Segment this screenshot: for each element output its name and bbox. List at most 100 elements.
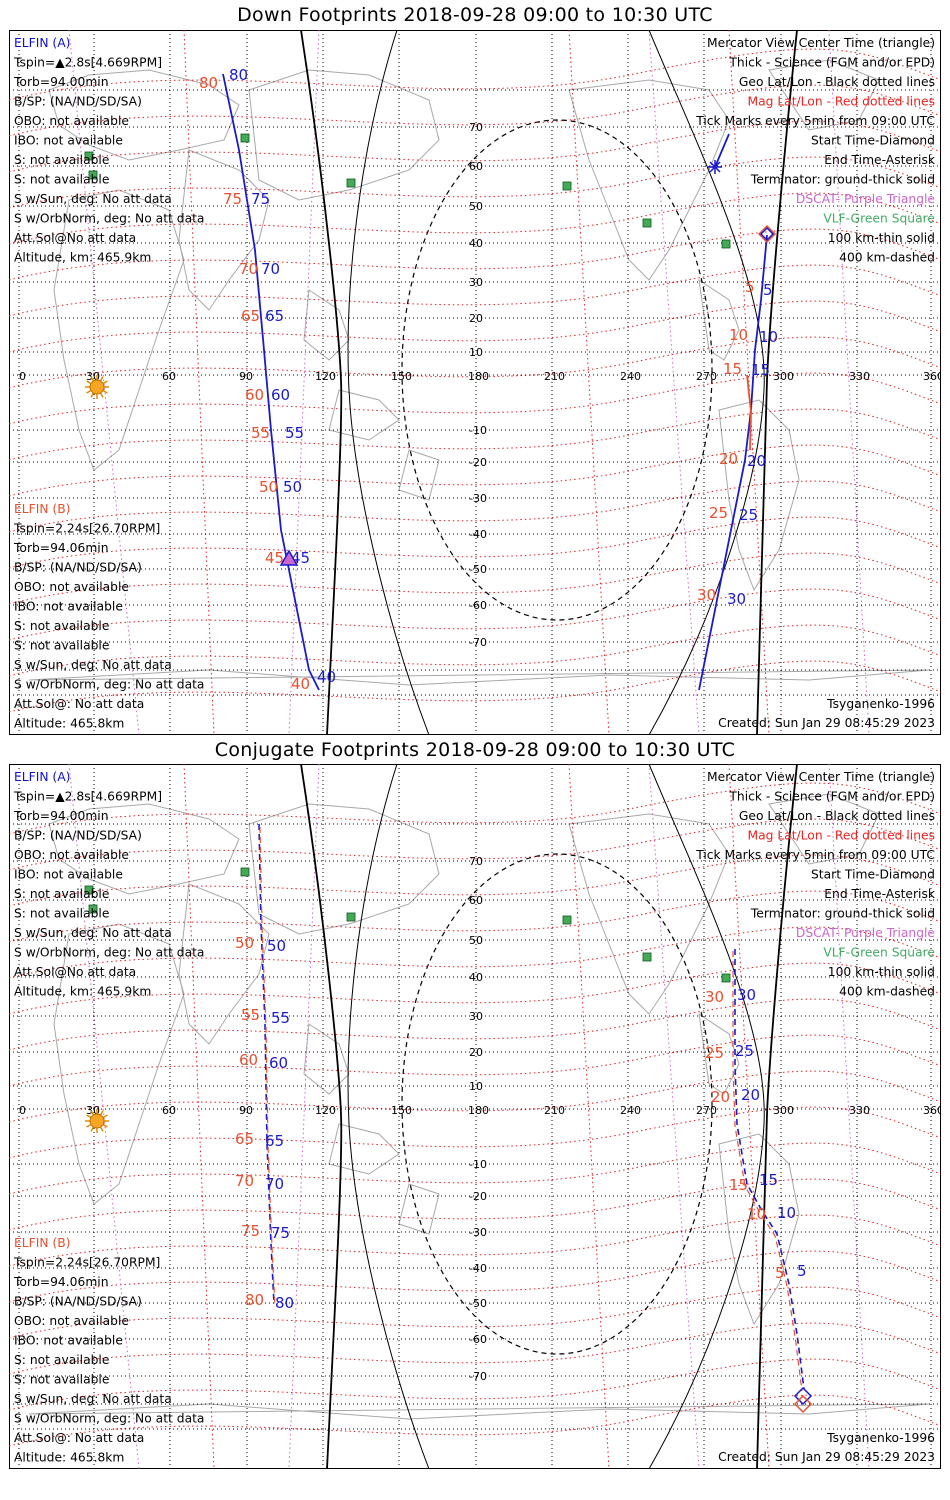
elfin-b-line: S: not available	[14, 619, 109, 633]
lon-label-270: 270	[696, 1104, 717, 1117]
track-tick-label-blue: 80	[229, 66, 248, 84]
vlf-green-square	[721, 239, 731, 249]
mag-lon-line-0	[68, 764, 140, 1469]
track-tick-label-blue: 25	[735, 1042, 754, 1060]
mag-lat-line-5	[9, 228, 941, 281]
sun-ray	[102, 1123, 108, 1128]
track-tick-label-blue: 10	[759, 328, 778, 346]
lat-label-70: 70	[469, 855, 483, 868]
mag-lat-line-9	[9, 372, 941, 425]
lat-label--20: -20	[469, 456, 487, 469]
track-tick-label-red: 55	[241, 1006, 260, 1024]
coastline-7	[568, 813, 730, 1015]
vlf-green-square	[88, 170, 98, 180]
vlf-green-square	[240, 867, 250, 877]
lat-label--20: -20	[469, 1190, 487, 1203]
created-timestamp: Created: Sun Jan 29 08:45:29 2023	[718, 1450, 935, 1464]
lat-label-20: 20	[469, 312, 483, 325]
altitude-400km-dashed	[401, 853, 713, 1355]
lat-label-50: 50	[469, 934, 483, 947]
mag-lat-line-14	[9, 552, 941, 605]
track-tick-label-red: 15	[723, 360, 742, 378]
panel-title-conjugate: Conjugate Footprints 2018-09-28 09:00 to…	[214, 739, 736, 761]
lon-label-300: 300	[773, 370, 794, 383]
elfin-b-line: Altitude: 465.8km	[14, 1451, 124, 1465]
coastline-2	[178, 883, 270, 1045]
sun-ray	[90, 392, 95, 398]
legend-line: Geo Lat/Lon - Black dotted lines	[739, 809, 935, 823]
mag-lon-line-2	[288, 764, 320, 1469]
track-tick-label-red: 60	[245, 386, 264, 404]
elfin-a-label: ELFIN (A)	[14, 770, 70, 784]
elfin-b-line: S: not available	[14, 639, 109, 653]
mag-lat-line-15	[9, 588, 941, 641]
elfin-b-line: Tspin=2.24s[26.70RPM]	[13, 1256, 160, 1270]
model-label: Tsyganenko-1996	[826, 1431, 935, 1445]
mag-lon-line-4	[648, 30, 700, 735]
elfin-b-info: ELFIN (B) Tspin=2.24s[26.70RPM] Torb=94.06…	[13, 502, 204, 731]
elfin-b-line: Tspin=2.24s[26.70RPM]	[13, 522, 160, 536]
track-tick-label-blue: 10	[777, 1204, 796, 1222]
elfin-a-line: Altitude, km: 465.9km	[14, 985, 151, 999]
sun-disc	[89, 379, 105, 395]
vlf-green-square	[88, 904, 98, 914]
mag-lat-line-3	[9, 890, 941, 943]
lon-label-0: 0	[19, 1104, 26, 1117]
lon-label-240: 240	[620, 1104, 641, 1117]
lon-label-210: 210	[544, 370, 565, 383]
coastline-0	[48, 803, 240, 895]
vlf-green-square	[240, 133, 250, 143]
track-tick-label-blue: 20	[741, 1086, 760, 1104]
coastline-8	[698, 278, 740, 361]
legend-line: Terminator: ground-thick solid	[750, 907, 935, 921]
lon-label-90: 90	[239, 1104, 253, 1117]
legend-line: Start Time-Diamond	[811, 134, 935, 148]
sun-ray	[90, 376, 95, 382]
end-time-asterisk	[708, 160, 722, 174]
coastline-3	[248, 803, 440, 935]
vlf-green-square	[346, 178, 356, 188]
track-conjugate-right-blue	[734, 949, 805, 1390]
created-timestamp: Created: Sun Jan 29 08:45:29 2023	[718, 716, 935, 730]
mag-lat-line-9	[9, 1106, 941, 1159]
elfin-a-line: S: not available	[14, 153, 109, 167]
coastline-9	[718, 1133, 800, 1326]
elfin-a-line: IBO: not available	[14, 868, 123, 882]
elfin-a-line: Att.Sol@No att data	[14, 231, 136, 245]
lon-label-150: 150	[391, 370, 412, 383]
track-tick-label-blue: 50	[283, 478, 302, 496]
legend-line: Thick - Science (FGM and/or EPD)	[728, 56, 935, 70]
lon-label-210: 210	[544, 1104, 565, 1117]
lat-label-10: 10	[469, 1080, 483, 1093]
track-conjugate-right-red	[732, 951, 803, 1392]
coastline-4	[303, 289, 350, 361]
legend-line: Tick Marks every 5min from 09:00 UTC	[695, 848, 935, 862]
vlf-green-square	[642, 952, 652, 962]
mag-lat-line-0	[9, 48, 941, 101]
model-label: Tsyganenko-1996	[826, 697, 935, 711]
legend-line: 400 km-dashed	[839, 251, 935, 265]
mag-lat-line-14	[9, 1286, 941, 1339]
coastline-2	[178, 149, 270, 311]
elfin-a-line: Torb=94.00min	[13, 75, 109, 89]
mag-grid-group	[9, 30, 941, 735]
elfin-b-line: IBO: not available	[14, 600, 123, 614]
vlf-green-square	[562, 181, 572, 191]
legend-line: End Time-Asterisk	[824, 153, 936, 167]
elfin-b-label: ELFIN (B)	[14, 1236, 70, 1250]
mag-lat-line-12	[9, 1214, 941, 1267]
mag-lon-line-3	[568, 30, 610, 735]
elfin-a-line: S w/Sun, deg: No att data	[14, 192, 172, 206]
lat-label-50: 50	[469, 200, 483, 213]
lat-label--50: -50	[469, 1297, 487, 1310]
elfin-a-line: Att.Sol@No att data	[14, 965, 136, 979]
legend-line: VLF-Green Square	[823, 212, 935, 226]
lat-label--30: -30	[469, 1226, 487, 1239]
mag-lon-line-1	[183, 764, 215, 1469]
start-time-diamond-red	[757, 224, 777, 244]
elfin-a-line: Altitude, km: 465.9km	[14, 251, 151, 265]
elfin-a-line: S: not available	[14, 887, 109, 901]
mag-lat-line-7	[9, 300, 941, 353]
track-elfin-left	[222, 73, 320, 691]
mag-lat-line-12	[9, 480, 941, 533]
